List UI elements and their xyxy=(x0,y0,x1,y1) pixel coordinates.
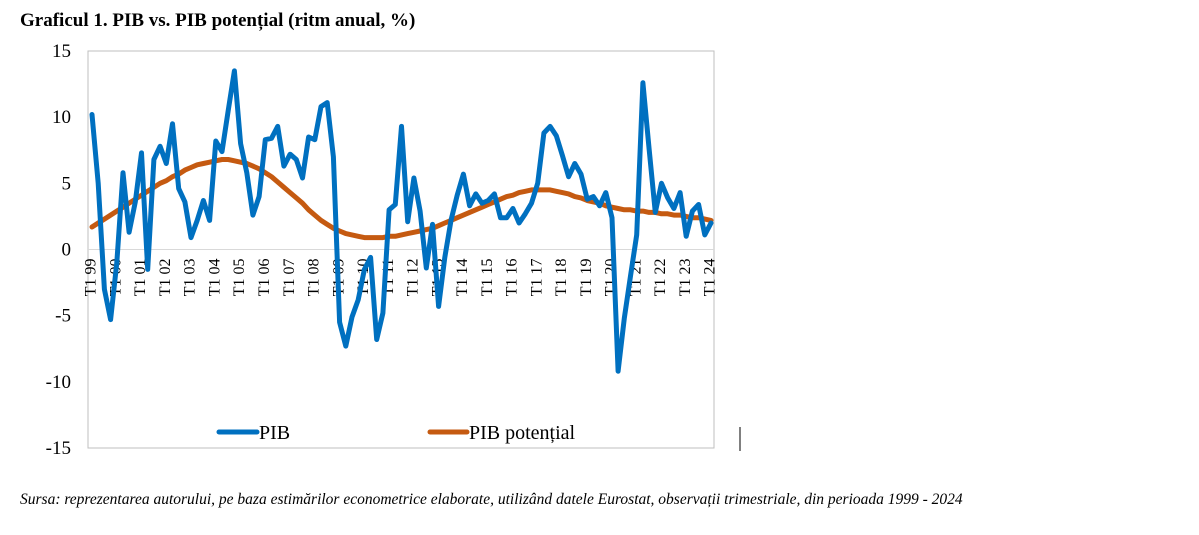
y-tick-label: -10 xyxy=(46,372,71,393)
x-tick-label: T1 05 xyxy=(231,259,248,297)
source-note: Sursa: reprezentarea autorului, pe baza … xyxy=(20,491,963,508)
y-tick-label: 5 xyxy=(62,173,72,194)
y-tick-label: 15 xyxy=(52,41,71,62)
x-tick-label: T1 06 xyxy=(256,259,273,297)
chart-title: Graficul 1. PIB vs. PIB potențial (ritm … xyxy=(20,10,416,31)
x-tick-label: T1 24 xyxy=(702,259,719,297)
x-tick-label: T1 99 xyxy=(83,259,100,297)
x-tick-label: T1 02 xyxy=(157,259,174,297)
x-tick-label: T1 14 xyxy=(454,259,471,297)
x-tick-label: T1 12 xyxy=(405,259,422,297)
x-tick-label: T1 17 xyxy=(528,259,545,297)
x-tick-label: T1 04 xyxy=(206,259,223,297)
legend-label-pib-potential: PIB potențial xyxy=(469,422,576,444)
x-tick-label: T1 15 xyxy=(479,259,496,297)
x-tick-label: T1 16 xyxy=(504,259,521,297)
y-tick-label: -15 xyxy=(46,438,71,459)
x-tick-label: T1 08 xyxy=(306,259,323,297)
x-tick-label: T1 18 xyxy=(553,259,570,297)
legend: PIB PIB potențial xyxy=(216,422,576,444)
y-tick-label: 0 xyxy=(62,240,72,261)
y-tick-label: 10 xyxy=(52,107,71,128)
x-tick-label: T1 07 xyxy=(281,259,298,297)
legend-label-pib: PIB xyxy=(259,422,290,444)
x-tick-label: T1 22 xyxy=(652,259,669,297)
x-tick-label: T1 23 xyxy=(677,259,694,297)
series-line-pib xyxy=(89,68,714,374)
x-tick-label: T1 19 xyxy=(578,259,595,297)
x-tick-label: T1 01 xyxy=(132,259,149,297)
y-tick-label: -5 xyxy=(55,306,71,327)
x-tick-label: T1 03 xyxy=(182,259,199,297)
